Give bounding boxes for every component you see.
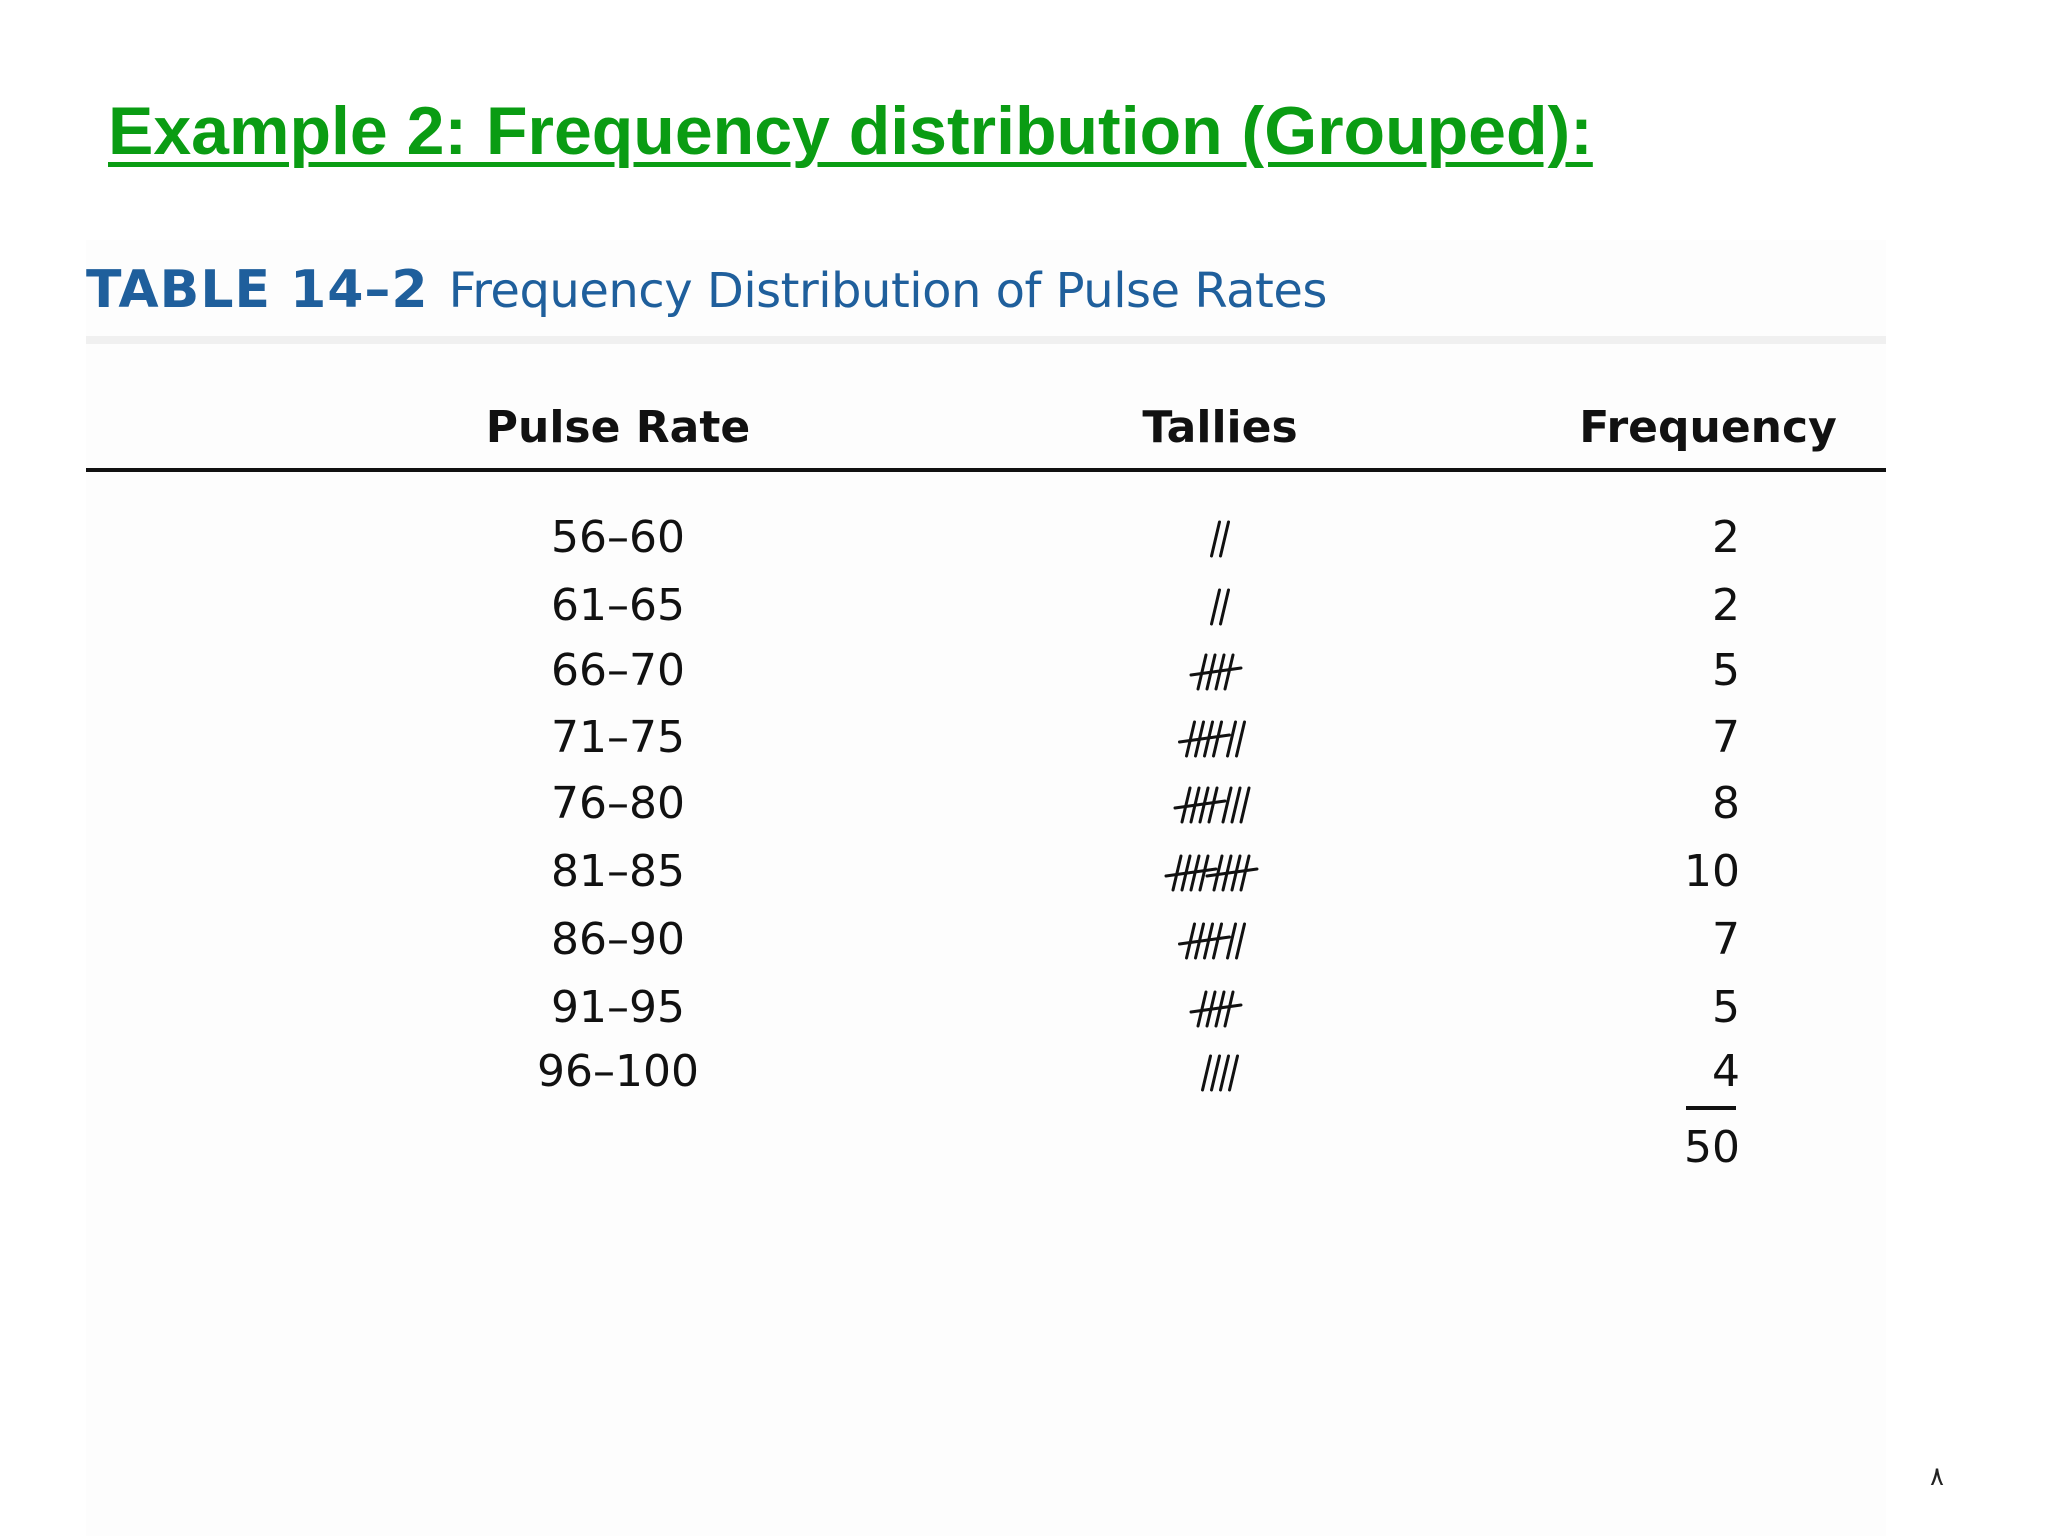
page-number: ٨ [1930,1462,1944,1492]
tally-icon [1189,990,1243,1028]
caption-divider [86,336,1886,344]
frequency-cell: 7 [1712,914,1740,965]
pulse-rate-cell: 81–85 [551,846,685,897]
tally-marks [1189,982,1251,1034]
frequency-total: 50 [1684,1122,1740,1173]
tally-marks [1203,580,1238,632]
column-header-pulse-rate: Pulse Rate [485,402,751,453]
tally-marks [1173,778,1267,830]
tally-icon [1178,720,1246,758]
tally-marks [1178,712,1263,764]
header-divider [86,468,1886,472]
tally-icon [1164,854,1259,892]
tally-icon [1201,1054,1239,1092]
total-divider [1686,1106,1736,1110]
tally-marks [1164,846,1276,898]
tally-marks [1203,512,1238,564]
tally-icon [1210,520,1230,558]
column-header-frequency: Frequency [1579,402,1837,453]
pulse-rate-cell: 86–90 [551,914,685,965]
frequency-cell: 2 [1712,580,1740,631]
frequency-cell: 5 [1712,982,1740,1033]
frequency-cell: 2 [1712,512,1740,563]
pulse-rate-cell: 71–75 [551,712,685,763]
frequency-cell: 4 [1712,1046,1740,1097]
frequency-cell: 8 [1712,778,1740,829]
tally-icon [1210,588,1230,626]
table-caption: TABLE 14–2 Frequency Distribution of Puls… [86,260,1327,320]
tally-marks [1189,645,1251,697]
tally-icon [1178,922,1246,960]
frequency-table: TABLE 14–2 Frequency Distribution of Puls… [86,240,1886,1536]
slide-title: Example 2: Frequency distribution (Group… [108,93,1593,169]
tally-marks [1194,1046,1247,1098]
pulse-rate-cell: 66–70 [551,645,685,696]
pulse-rate-cell: 56–60 [551,512,685,563]
table-caption-text: Frequency Distribution of Pulse Rates [448,263,1328,319]
tally-icon [1173,786,1251,824]
table-label: TABLE 14–2 [86,260,429,320]
frequency-cell: 7 [1712,712,1740,763]
pulse-rate-cell: 76–80 [551,778,685,829]
pulse-rate-cell: 96–100 [537,1046,699,1097]
frequency-cell: 5 [1712,645,1740,696]
pulse-rate-cell: 91–95 [551,982,685,1033]
frequency-cell: 10 [1684,846,1740,897]
tally-marks [1178,914,1263,966]
pulse-rate-cell: 61–65 [551,580,685,631]
tally-icon [1189,653,1243,691]
column-header-tallies: Tallies [1142,402,1298,453]
